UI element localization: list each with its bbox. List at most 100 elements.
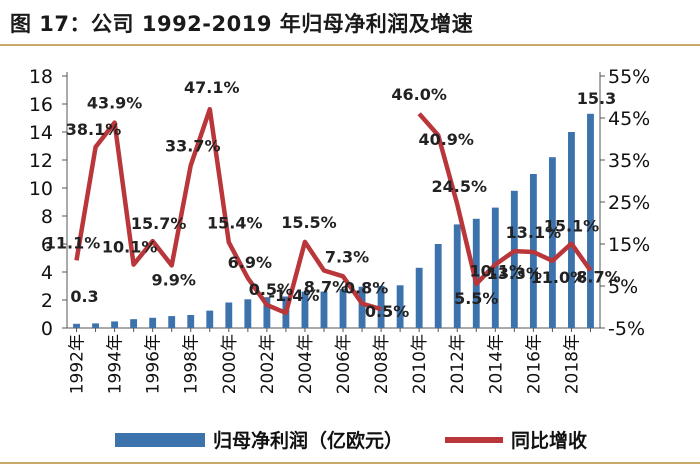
line-label-2012年: 24.5%	[431, 177, 487, 196]
line-label-2016年: 13.1%	[506, 223, 562, 242]
line-label-2008年: 0.5%	[365, 302, 409, 321]
line-label-1992年: 11.1%	[45, 233, 101, 252]
x-tick-label: 2004年	[296, 334, 316, 394]
x-tick-label: 1992年	[68, 334, 88, 394]
x-tick-label: 2014年	[486, 334, 506, 394]
line-label-2010年: 46.0%	[391, 85, 447, 104]
bar-1992年	[73, 323, 80, 328]
bar-2017年	[548, 157, 556, 328]
x-tick-label: 2018年	[562, 334, 582, 394]
y-left-tick-label: 4	[41, 262, 53, 284]
bar-2015年	[510, 190, 518, 328]
bar-2004年	[301, 291, 309, 328]
chart-legend: 归母净利润（亿欧元） 同比增收	[0, 420, 700, 454]
line-label-2000年: 15.4%	[207, 213, 263, 232]
legend-bar-label: 归母净利润（亿欧元）	[213, 430, 404, 452]
line-label-2001年: 6.9%	[228, 253, 272, 272]
x-tick-label: 1994年	[106, 334, 126, 394]
bar-2013年	[472, 218, 480, 328]
y-left-tick-label: 10	[29, 178, 53, 200]
x-tick-label: 2008年	[372, 334, 392, 394]
y-left-tick-label: 8	[41, 206, 53, 228]
line-label-1994年: 43.9%	[87, 94, 143, 113]
chart-title: 图 17：公司 1992-2019 年归母净利润及增速	[10, 12, 474, 36]
y-left-tick-label: 6	[41, 234, 53, 256]
line-series	[74, 106, 593, 316]
bar-2010年	[415, 267, 423, 328]
x-tick-label: 2000年	[220, 334, 240, 394]
y-left-tick-label: 12	[29, 150, 53, 172]
y-left-tick-label: 16	[29, 94, 53, 116]
y-left-tick-label: 0	[41, 318, 53, 340]
bar-2012年	[453, 224, 461, 328]
bar-2001年	[244, 299, 252, 328]
bar-1999年	[206, 310, 214, 328]
axes-group: 0 2 4 6 8 10 12 14 16 18 -5% 5% 15% 25% 35% 45% 55% 1992年…	[29, 66, 650, 394]
bar-1996年	[149, 317, 157, 328]
growth-line	[74, 106, 593, 316]
bar-2000年	[225, 302, 233, 328]
bar-2011年	[434, 244, 442, 328]
line-label-2007年: 0.8%	[344, 279, 388, 298]
line-label-2005年: 8.7%	[304, 277, 348, 296]
legend-item-line: 同比增收	[445, 426, 587, 453]
line-label-1993年: 38.1%	[66, 120, 122, 139]
line-label-1996年: 15.7%	[131, 214, 187, 233]
bar-1998年	[187, 314, 195, 328]
y-right-tick-label: 5%	[608, 276, 638, 298]
data-labels: 11.1% 38.1% 43.9% 10.1% 15.7% 9.9% 33.7% 47.1% 1…	[45, 78, 621, 321]
line-label-1998年: 33.7%	[165, 136, 221, 155]
legend-bar-swatch	[115, 432, 205, 447]
bar-label-1992年: 0.3	[70, 287, 98, 306]
bar-1994年	[111, 321, 119, 328]
x-tick-label: 1996年	[144, 334, 164, 394]
x-tick-label: 2010年	[410, 334, 430, 394]
bar-2018年	[568, 132, 575, 328]
y-left-tick-label: 14	[29, 122, 53, 144]
bar-1993年	[92, 323, 99, 328]
line-label-2011年: 40.9%	[418, 130, 474, 149]
bar-2006年	[339, 289, 347, 328]
x-tick-label: 2002年	[258, 334, 278, 394]
bar-2002年	[263, 297, 271, 328]
line-label-2003年: -1.4%	[268, 286, 319, 305]
bar-label-2019年: 15.3	[577, 89, 616, 108]
legend-line-swatch	[445, 436, 503, 443]
line-label-2006年: 7.3%	[325, 247, 369, 266]
line-label-1995年: 10.1%	[102, 238, 158, 257]
y-right-tick-label: 15%	[608, 234, 650, 256]
y-right-tick-label: 55%	[608, 66, 650, 88]
line-label-2015年: 13.3%	[487, 264, 543, 283]
y-right-tick-label: -5%	[608, 318, 645, 340]
legend-line-label: 同比增收	[511, 430, 588, 452]
y-right-tick-label: 25%	[608, 192, 650, 214]
line-label-2002年: 0.5%	[249, 280, 293, 299]
line-label-2019年: 8.7%	[576, 267, 620, 286]
x-tick-label: 2012年	[448, 334, 468, 394]
line-label-2014年: 10.1%	[470, 262, 526, 281]
bar-2019年	[587, 113, 594, 328]
title-divider	[0, 44, 700, 46]
legend-item-bar: 归母净利润（亿欧元）	[115, 426, 403, 453]
line-label-1997年: 9.9%	[152, 270, 196, 289]
line-label-2013年: 5.5%	[454, 289, 498, 308]
line-label-2004年: 15.5%	[281, 213, 337, 232]
combo-chart: 0 2 4 6 8 10 12 14 16 18 -5% 5% 15% 25% 35% 45% 55% 1992年…	[29, 66, 650, 394]
x-tick-label: 2006年	[334, 334, 354, 394]
y-left-tick-label: 2	[41, 290, 53, 312]
bar-2007年	[358, 286, 366, 328]
x-tick-label: 1998年	[182, 334, 202, 394]
bottom-divider	[0, 462, 700, 464]
bar-2005年	[320, 291, 328, 328]
line-label-2018年: 15.1%	[544, 217, 600, 236]
y-right-tick-label: 35%	[608, 150, 650, 172]
bar-1995年	[130, 319, 138, 328]
line-label-1999年: 47.1%	[184, 78, 240, 97]
x-tick-label: 2016年	[524, 334, 544, 394]
y-left-tick-label: 18	[29, 66, 53, 88]
y-right-tick-label: 45%	[608, 108, 650, 130]
title-bar: 图 17：公司 1992-2019 年归母净利润及增速	[0, 0, 700, 44]
line-label-2017年: 11.0%	[531, 268, 587, 287]
bar-1997年	[168, 316, 176, 328]
bar-2009年	[396, 285, 404, 328]
